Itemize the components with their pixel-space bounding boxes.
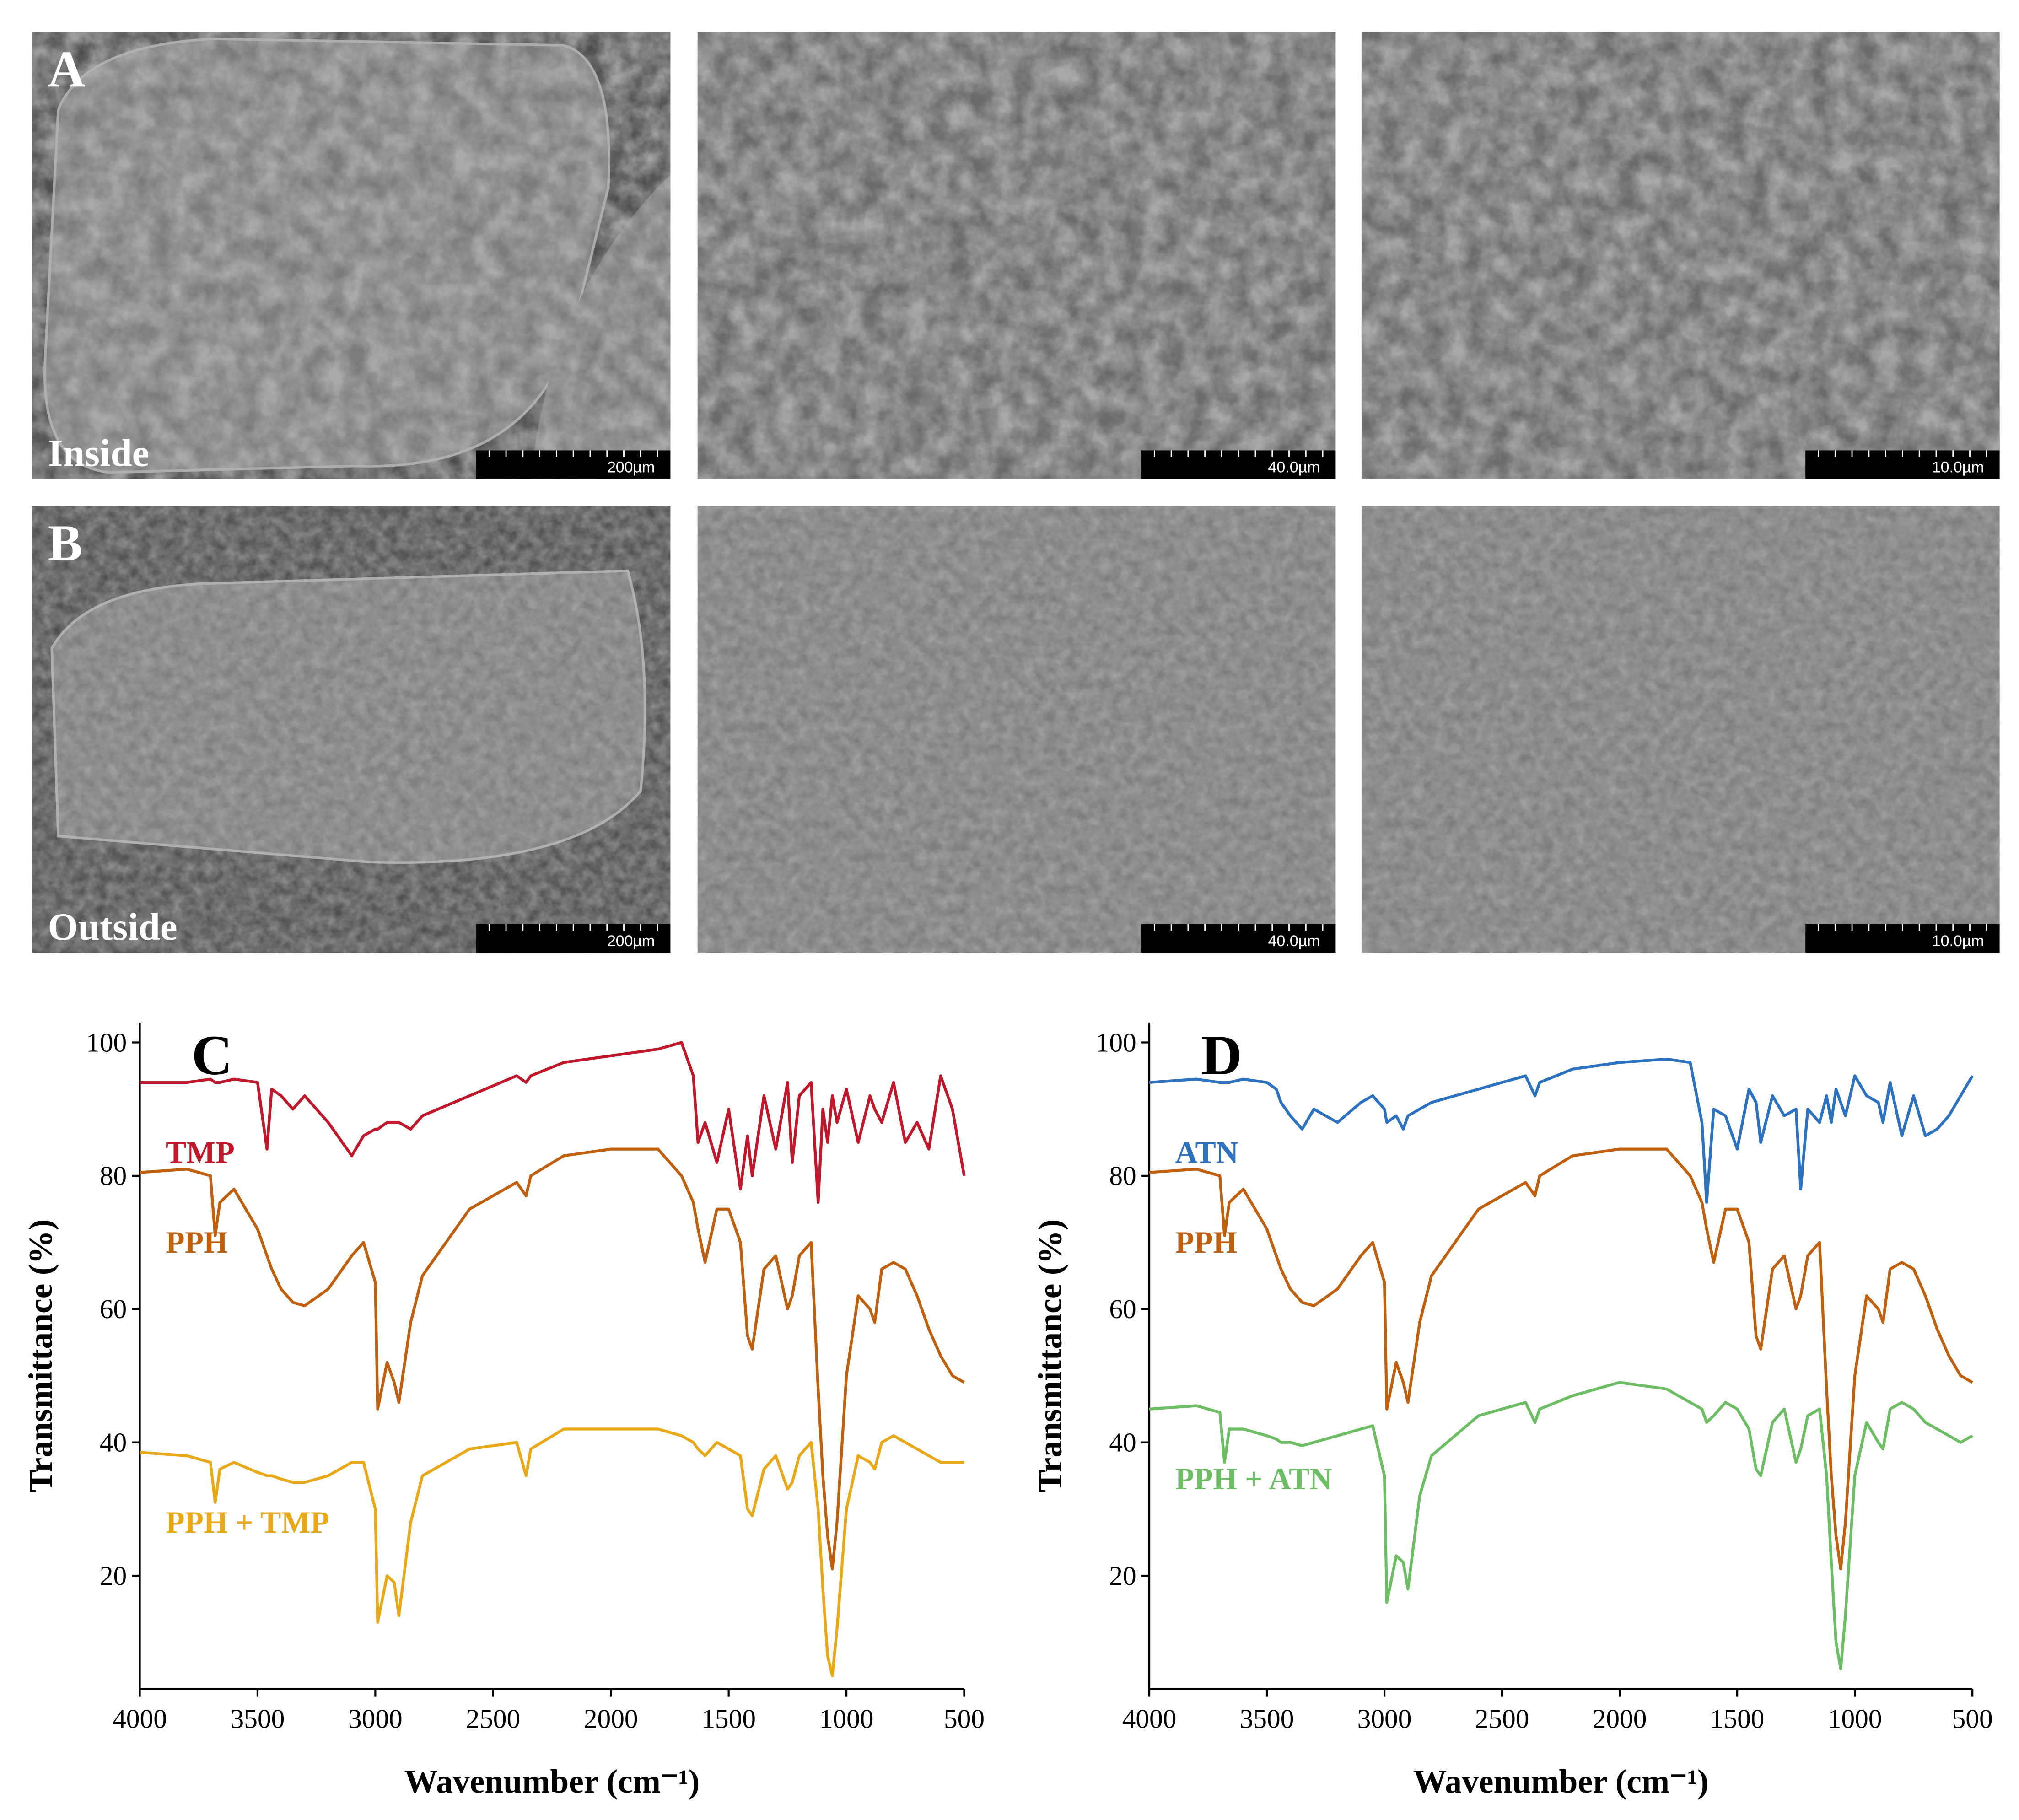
sem-texture bbox=[697, 506, 1336, 953]
x-tick-label: 4000 bbox=[1122, 1704, 1177, 1734]
series-label: PPH + TMP bbox=[166, 1505, 329, 1540]
x-tick-label: 2500 bbox=[466, 1704, 520, 1734]
x-tick-label: 1000 bbox=[819, 1704, 874, 1734]
x-tick-label: 3500 bbox=[1240, 1704, 1294, 1734]
scale-bar-label: 10.0µm bbox=[1932, 459, 1984, 476]
x-tick-label: 1500 bbox=[1710, 1704, 1765, 1734]
series-label: TMP bbox=[166, 1135, 235, 1169]
spectrum-line bbox=[140, 1427, 964, 1677]
y-tick-label: 80 bbox=[100, 1161, 127, 1191]
panel-caption: Outside bbox=[48, 905, 178, 948]
sem-texture bbox=[1361, 506, 2000, 953]
x-tick-label: 2000 bbox=[584, 1704, 638, 1734]
y-tick-label: 60 bbox=[100, 1294, 127, 1324]
y-axis-label: Transmittance (%) bbox=[1031, 1219, 1069, 1492]
y-axis-label: Transmittance (%) bbox=[22, 1219, 59, 1492]
scale-bar-label: 40.0µm bbox=[1268, 459, 1320, 476]
spectrum-line bbox=[1149, 1381, 1973, 1671]
panel-label: A bbox=[48, 41, 86, 98]
series-label: PPH bbox=[166, 1225, 228, 1260]
sem-texture bbox=[1361, 32, 2000, 479]
panel-label: C bbox=[192, 1023, 233, 1087]
scale-bar-label: 200µm bbox=[607, 459, 655, 476]
x-tick-label: 2500 bbox=[1475, 1704, 1529, 1734]
y-tick-label: 100 bbox=[86, 1027, 127, 1057]
x-tick-label: 3000 bbox=[1357, 1704, 1412, 1734]
y-tick-label: 80 bbox=[1109, 1161, 1136, 1191]
x-tick-label: 2000 bbox=[1593, 1704, 1647, 1734]
series-label: PPH + ATN bbox=[1175, 1462, 1332, 1496]
spectrum-line bbox=[140, 1147, 965, 1571]
y-tick-label: 60 bbox=[1109, 1294, 1136, 1324]
x-tick-label: 500 bbox=[1952, 1704, 1993, 1734]
spectrum-line bbox=[1149, 1057, 1974, 1204]
series-label: PPH bbox=[1175, 1225, 1238, 1260]
y-tick-label: 100 bbox=[1096, 1027, 1136, 1057]
spectrum-line bbox=[140, 1041, 966, 1204]
panel-caption: Inside bbox=[48, 431, 150, 474]
scale-bar-label: 200µm bbox=[607, 932, 655, 950]
sem-texture bbox=[32, 506, 671, 953]
x-axis-label: Wavenumber (cm⁻¹) bbox=[1413, 1762, 1709, 1800]
x-tick-label: 4000 bbox=[113, 1704, 167, 1734]
panel-label: B bbox=[48, 515, 82, 572]
y-tick-label: 40 bbox=[1109, 1427, 1136, 1457]
y-tick-label: 20 bbox=[100, 1561, 127, 1591]
x-tick-label: 1000 bbox=[1828, 1704, 1882, 1734]
x-tick-label: 3500 bbox=[231, 1704, 285, 1734]
y-tick-label: 40 bbox=[100, 1427, 127, 1457]
series-label: ATN bbox=[1175, 1135, 1238, 1169]
sem-texture bbox=[697, 32, 1336, 479]
sem-texture bbox=[32, 32, 671, 479]
panel-label: D bbox=[1201, 1023, 1242, 1087]
x-tick-label: 500 bbox=[944, 1704, 985, 1734]
y-tick-label: 20 bbox=[1109, 1561, 1136, 1591]
spectrum-line bbox=[1149, 1147, 1973, 1571]
x-axis-label: Wavenumber (cm⁻¹) bbox=[404, 1762, 700, 1800]
x-tick-label: 1500 bbox=[701, 1704, 756, 1734]
x-tick-label: 3000 bbox=[348, 1704, 403, 1734]
scale-bar-label: 10.0µm bbox=[1932, 932, 1984, 950]
scale-bar-label: 40.0µm bbox=[1268, 932, 1320, 950]
